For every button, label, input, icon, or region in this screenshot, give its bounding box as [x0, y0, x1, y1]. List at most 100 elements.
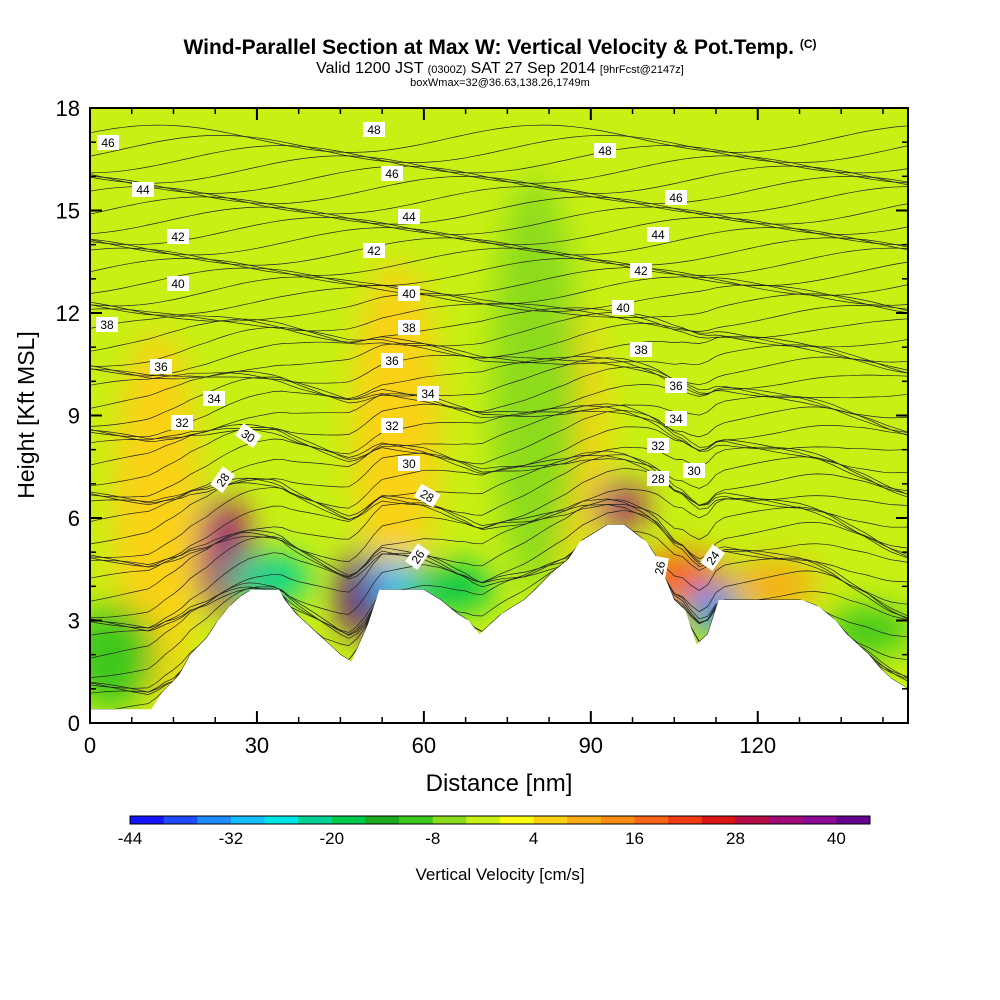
contour-label: 32 [647, 438, 669, 453]
isentrope [90, 323, 908, 367]
w-cell [592, 482, 645, 531]
colorbar-swatch [197, 816, 232, 824]
colorbar-swatch [634, 816, 669, 824]
x-tick-label: 60 [412, 733, 436, 758]
isentrope [90, 524, 908, 636]
contour-label: 28 [210, 466, 236, 494]
y-tick-label: 9 [68, 404, 80, 429]
contour-label: 36 [381, 353, 403, 368]
svg-text:32: 32 [385, 419, 399, 433]
svg-text:40: 40 [616, 301, 630, 315]
colorbar-swatch [567, 816, 602, 824]
contour-label: 36 [665, 378, 687, 393]
contour-label: 34 [203, 391, 225, 406]
contour-label: 44 [398, 209, 420, 224]
contour-label: 40 [612, 300, 634, 315]
contour-label: 40 [398, 286, 420, 301]
colorbar-swatch [130, 816, 165, 824]
y-tick-label: 15 [56, 199, 80, 224]
svg-text:44: 44 [402, 210, 416, 224]
x-axis-ticks: 0 30 60 90 120 [84, 108, 884, 758]
isentrope [90, 312, 908, 352]
contour-label: 30 [683, 463, 705, 478]
contour-label: 36 [150, 359, 172, 374]
colorbar-tick-label: -32 [219, 829, 244, 848]
svg-text:38: 38 [634, 343, 648, 357]
contour-label: 42 [630, 263, 652, 278]
isentrope [90, 206, 908, 235]
contour-label: 38 [630, 342, 652, 357]
x-tick-label: 120 [739, 733, 776, 758]
vertical-velocity-field [90, 176, 908, 710]
colorbar-swatch [701, 816, 736, 824]
colorbar-swatch [365, 816, 400, 824]
svg-text:38: 38 [100, 318, 114, 332]
w-cell [90, 603, 157, 710]
w-cell [491, 176, 580, 590]
chart-subtitle-box: boxWmax=32@36.63,138.26,1749m [410, 77, 590, 89]
chart-title: Wind-Parallel Section at Max W: Vertical… [183, 36, 817, 59]
svg-text:46: 46 [385, 167, 399, 181]
contour-label: 46 [665, 190, 687, 205]
isentrope [90, 509, 908, 619]
x-axis-label: Distance [nm] [426, 770, 573, 797]
svg-text:30: 30 [402, 457, 416, 471]
isentrope [90, 403, 908, 440]
isentrope [90, 292, 908, 322]
potential-temperature-contours [90, 124, 908, 710]
colorbar-swatch [533, 816, 568, 824]
svg-text:30: 30 [687, 464, 701, 478]
isentrope [90, 393, 908, 443]
contour-label: 32 [171, 415, 193, 430]
contour-label: 40 [167, 276, 189, 291]
colorbar-swatch [600, 816, 636, 824]
colorbar-swatch [802, 816, 837, 824]
contour-label: 46 [381, 166, 403, 181]
colorbar-swatch [466, 816, 501, 824]
isentrope [90, 498, 908, 579]
colorbar-swatch [298, 816, 333, 824]
contour-labels: 46 44 42 40 38 36 34 32 30 28 48 46 44 42 40 38 36 34 32 30… [96, 122, 726, 581]
contour-label: 48 [594, 143, 616, 158]
svg-text:44: 44 [136, 183, 150, 197]
contour-label: 34 [665, 411, 687, 426]
svg-text:40: 40 [402, 287, 416, 301]
y-tick-label: 0 [68, 711, 80, 736]
plot-area: 46 44 42 40 38 36 34 32 30 28 48 46 44 42 40 38 36 34 32 30… [90, 108, 908, 723]
isentrope [90, 247, 908, 276]
isentrope [90, 307, 908, 343]
isentrope [90, 186, 908, 215]
colorbar-swatch [836, 816, 871, 824]
svg-text:42: 42 [367, 244, 381, 258]
contour-label: 48 [363, 122, 385, 137]
svg-text:46: 46 [101, 136, 115, 150]
contour-label: 44 [132, 182, 154, 197]
svg-text:36: 36 [669, 379, 683, 393]
contour-label: 28 [413, 483, 441, 508]
svg-text:28: 28 [651, 472, 665, 486]
contour-label: 26 [650, 555, 669, 581]
w-cell [224, 553, 313, 602]
isentrope [90, 366, 908, 427]
svg-text:42: 42 [634, 264, 648, 278]
isentrope [90, 335, 908, 377]
svg-text:34: 34 [207, 392, 221, 406]
svg-text:42: 42 [171, 230, 185, 244]
isentrope [90, 267, 908, 296]
contour-label: 26 [405, 543, 431, 571]
isentrope [90, 355, 908, 399]
colorbar: -44 -32 -20 -8 4 16 28 40 [118, 815, 871, 848]
colorbar-tick-label: -20 [320, 829, 345, 848]
contour-label: 32 [381, 418, 403, 433]
contour-label: 42 [363, 243, 385, 258]
svg-text:38: 38 [402, 321, 416, 335]
svg-text:48: 48 [598, 144, 612, 158]
isentrope [90, 237, 908, 266]
y-tick-label: 12 [56, 301, 80, 326]
contour-label: 34 [417, 386, 439, 401]
x-tick-label: 30 [245, 733, 269, 758]
isentrope [90, 354, 908, 386]
x-tick-label: 90 [579, 733, 603, 758]
isentrope [90, 135, 908, 164]
